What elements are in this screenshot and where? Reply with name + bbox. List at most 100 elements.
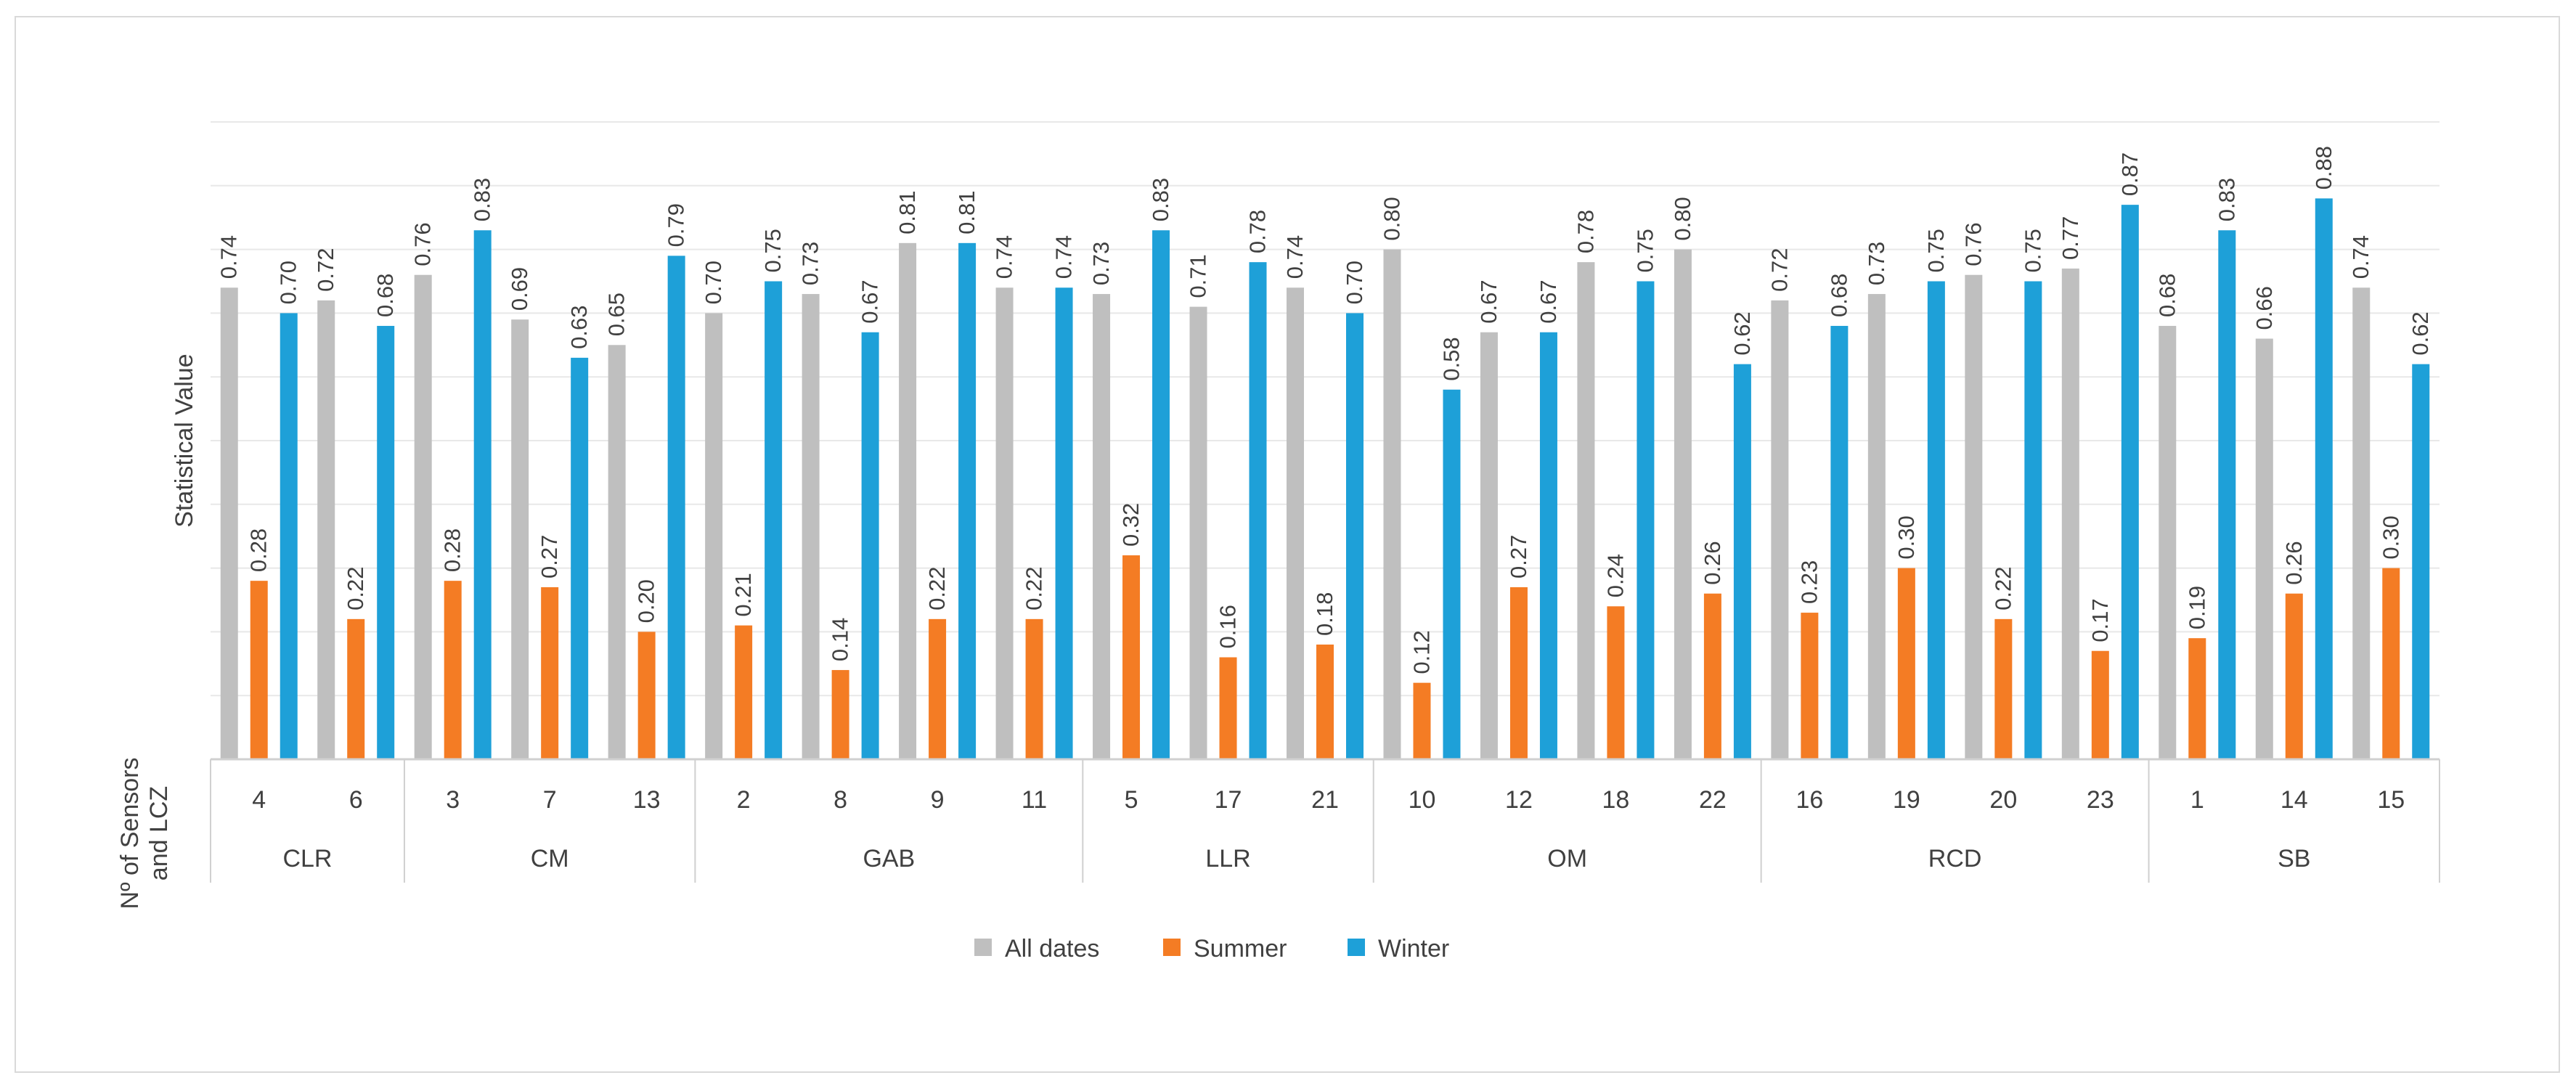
data-label: 0.80 — [1379, 197, 1404, 240]
bar-summer — [1509, 587, 1528, 759]
sensor-tick-label: 9 — [931, 786, 945, 814]
bar-all-dates — [995, 287, 1014, 759]
bar-winter — [1637, 281, 1655, 759]
bar-summer — [250, 581, 268, 759]
data-label: 0.79 — [664, 203, 689, 247]
bar-summer — [735, 625, 753, 759]
bar-winter — [765, 281, 783, 759]
data-label: 0.80 — [1670, 197, 1695, 240]
sensor-tick-label: 10 — [1409, 786, 1436, 814]
bar-all-dates — [2255, 338, 2273, 759]
bar-winter — [667, 256, 685, 759]
data-label: 0.73 — [798, 242, 823, 285]
data-label: 0.69 — [507, 267, 532, 311]
bar-winter — [2024, 281, 2042, 759]
data-label: 0.83 — [2214, 178, 2239, 221]
bar-winter — [473, 230, 492, 759]
bar-summer — [1025, 618, 1043, 759]
data-label: 0.12 — [1409, 630, 1434, 674]
bar-winter — [1733, 364, 1751, 759]
data-label: 0.32 — [1118, 503, 1144, 547]
group-label: RCD — [1928, 845, 1982, 873]
data-label: 0.81 — [954, 190, 979, 234]
sensor-tick-label: 2 — [737, 786, 751, 814]
bar-all-dates — [1189, 306, 1207, 759]
bar-all-dates — [2159, 325, 2177, 760]
data-label: 0.73 — [1864, 242, 1889, 285]
bar-all-dates — [414, 274, 432, 760]
data-label: 0.77 — [2058, 216, 2083, 260]
bar-all-dates — [1867, 294, 1886, 759]
bar-summer — [2382, 568, 2400, 759]
bar-all-dates — [1674, 249, 1692, 760]
sensor-tick-label: 12 — [1505, 786, 1533, 814]
data-label: 0.16 — [1215, 605, 1241, 648]
data-label: 0.76 — [410, 222, 436, 266]
sensor-tick-label: 21 — [1311, 786, 1339, 814]
sensor-tick-label: 17 — [1215, 786, 1242, 814]
x-axis-title: Nº of Sensorsand LCZ — [116, 758, 173, 910]
bar-summer — [1122, 555, 1141, 759]
legend-swatch — [974, 939, 992, 956]
data-label: 0.28 — [246, 528, 272, 572]
data-label: 0.74 — [1282, 235, 1308, 279]
sensor-tick-label: 15 — [2377, 786, 2405, 814]
bar-summer — [1316, 644, 1334, 759]
legend-label: Summer — [1194, 935, 1287, 963]
data-label: 0.24 — [1602, 554, 1628, 597]
bar-winter — [2315, 198, 2333, 759]
data-label: 0.27 — [1506, 535, 1531, 579]
data-label: 0.70 — [276, 261, 301, 304]
data-label: 0.83 — [470, 178, 495, 221]
data-label: 0.78 — [1573, 210, 1598, 253]
bar-summer — [929, 618, 947, 759]
bar-winter — [2412, 364, 2430, 759]
bar-all-dates — [1771, 300, 1789, 760]
bar-summer — [1801, 613, 1819, 759]
sensor-tick-label: 18 — [1602, 786, 1630, 814]
bar-summer — [1994, 618, 2013, 759]
sensor-tick-label: 13 — [633, 786, 661, 814]
data-label: 0.28 — [440, 528, 465, 572]
bar-summer — [1607, 606, 1625, 759]
bar-summer — [1703, 593, 1721, 759]
data-label: 0.88 — [2311, 146, 2336, 189]
sensor-tick-label: 11 — [1022, 786, 1047, 814]
bar-all-dates — [511, 319, 529, 759]
data-label: 0.74 — [992, 235, 1017, 279]
data-label: 0.74 — [1051, 235, 1077, 279]
bar-winter — [2121, 205, 2139, 759]
data-label: 0.66 — [2251, 286, 2277, 330]
data-label: 0.18 — [1312, 592, 1337, 636]
bar-all-dates — [317, 300, 335, 760]
bar-summer — [347, 618, 365, 759]
bar-summer — [541, 587, 559, 759]
bar-all-dates — [2061, 268, 2079, 759]
data-label: 0.23 — [1796, 560, 1822, 604]
legend-swatch — [1163, 939, 1181, 956]
bar-winter — [1249, 262, 1267, 759]
sensor-tick-label: 14 — [2281, 786, 2308, 814]
data-label: 0.19 — [2184, 586, 2209, 629]
bar-summer — [2091, 650, 2109, 759]
sensor-tick-label: 23 — [2087, 786, 2114, 814]
sensor-tick-label: 1 — [2190, 786, 2204, 814]
bar-all-dates — [1383, 249, 1401, 760]
bar-winter — [571, 357, 589, 759]
group-label: LLR — [1205, 845, 1250, 873]
bar-winter — [1539, 332, 1557, 759]
x-axis-title-line: and LCZ — [145, 786, 173, 880]
data-label: 0.75 — [760, 229, 786, 272]
data-label: 0.30 — [2378, 515, 2403, 559]
data-label: 0.14 — [828, 618, 853, 661]
bar-all-dates — [802, 294, 820, 759]
data-label: 0.22 — [1022, 566, 1047, 610]
bar-winter — [1055, 287, 1073, 759]
sensor-tick-label: 4 — [252, 786, 266, 814]
data-label: 0.27 — [537, 535, 562, 579]
bar-summer — [444, 581, 462, 759]
bar-all-dates — [220, 287, 238, 759]
data-label: 0.67 — [857, 279, 883, 323]
data-label: 0.75 — [2020, 229, 2045, 272]
data-label: 0.22 — [1990, 566, 2015, 610]
